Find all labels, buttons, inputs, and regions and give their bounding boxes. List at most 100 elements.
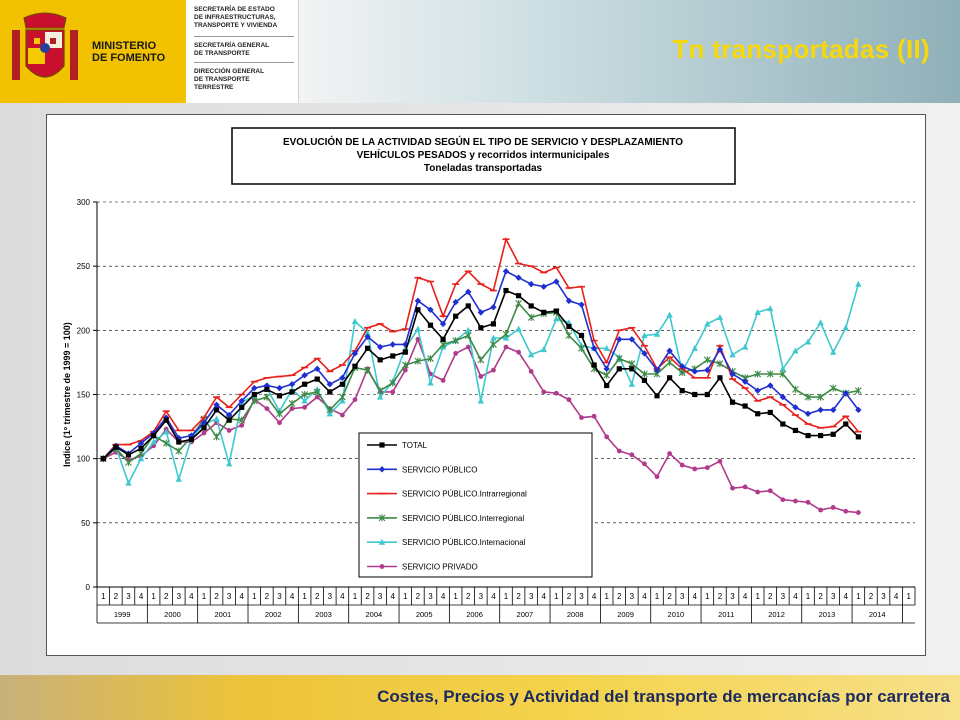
quarter-label: 3 [781,592,786,601]
quarter-label: 3 [378,592,383,601]
data-point [616,448,622,454]
data-point [378,514,386,522]
legend-label: TOTAL [402,441,428,450]
data-point [855,510,861,515]
data-point [239,404,245,410]
data-point [414,357,422,365]
data-point [301,372,308,379]
quarter-label: 1 [755,592,760,601]
data-point [502,330,510,338]
quarter-label: 4 [290,592,295,601]
data-point [767,382,774,389]
quarter-label: 1 [856,592,861,601]
data-point [453,313,459,319]
data-point [351,350,359,357]
data-point [842,390,849,397]
data-point [804,338,812,345]
chart-title-line: VEHÍCULOS PESADOS y recorridos intermuni… [357,148,610,161]
data-point [402,367,408,373]
data-point [704,465,710,471]
data-point [667,451,672,456]
data-point [666,311,673,318]
ministry-name-text: MINISTERIO DE FOMENTO [92,40,166,64]
data-point [578,344,585,352]
data-point [276,393,283,399]
data-point [314,365,321,373]
data-point [364,329,371,336]
data-point [678,363,686,370]
data-point [730,485,735,491]
data-point [641,370,648,378]
data-point [491,367,496,373]
data-point [378,538,386,545]
data-point [238,397,245,405]
data-point [830,431,836,437]
y-tick-label: 200 [77,326,91,335]
data-point [528,369,534,374]
data-point [213,401,220,408]
data-point [830,505,836,510]
data-point [603,344,610,351]
quarter-label: 2 [214,592,219,601]
data-point [490,340,497,348]
y-tick-label: 150 [77,391,91,400]
data-point [490,334,497,341]
page-title: Tn transportadas (II) [672,34,930,64]
quarter-label: 4 [239,592,244,601]
quarter-label: 1 [353,592,358,601]
data-point [440,336,446,342]
data-point [364,345,371,351]
data-point [113,444,119,450]
data-point [818,507,824,513]
quarter-label: 1 [453,592,458,601]
data-point [289,406,295,412]
data-point [805,499,811,505]
quarter-label: 4 [491,592,496,601]
data-point [780,497,786,503]
chart-title-line: EVOLUCIÓN DE LA ACTIVIDAD SEGÚN EL TIPO … [283,135,683,148]
quarter-label: 2 [516,592,521,601]
data-point [704,391,710,398]
y-axis-label: Indice (1º trimestre de 1999 = 100) [62,322,72,467]
data-point [100,456,106,462]
quarter-label: 2 [416,592,421,601]
data-point [276,384,283,392]
data-point [755,411,761,417]
data-point [843,421,849,427]
data-point [339,393,346,401]
data-point [125,459,132,467]
data-point [326,381,334,388]
year-label: 2000 [164,610,181,619]
data-point [465,303,471,309]
data-point [629,366,635,372]
data-point [729,351,736,358]
data-point [478,325,484,331]
data-point [414,325,422,332]
data-point [741,343,749,350]
divider [194,62,294,63]
data-point [163,417,169,423]
quarter-label: 4 [592,592,597,601]
data-point [427,322,434,328]
data-point [604,382,610,389]
year-label: 2003 [315,610,332,619]
quarter-label: 1 [906,592,911,601]
data-point [830,406,837,414]
data-point [565,331,573,339]
data-point [666,358,673,366]
data-point [376,393,384,400]
chart-title-line: Toneladas transportadas [424,163,543,174]
data-point [766,370,774,378]
data-point [162,439,170,447]
header-banner: MINISTERIO DE FOMENTO SECRETARÍA DE ESTA… [0,0,960,103]
quarter-label: 3 [227,592,232,601]
data-point [340,412,345,418]
data-point [729,370,736,378]
data-point [642,461,647,467]
data-point [302,381,308,387]
data-point [502,268,510,275]
data-point [452,337,460,345]
data-point [804,410,812,417]
quarter-label: 1 [202,592,207,601]
data-point [667,375,673,381]
